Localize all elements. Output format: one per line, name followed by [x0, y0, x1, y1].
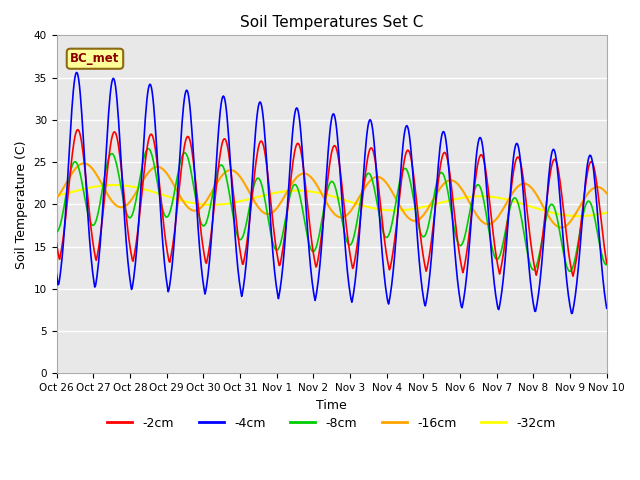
Text: BC_met: BC_met	[70, 52, 120, 65]
Y-axis label: Soil Temperature (C): Soil Temperature (C)	[15, 140, 28, 269]
Legend: -2cm, -4cm, -8cm, -16cm, -32cm: -2cm, -4cm, -8cm, -16cm, -32cm	[102, 412, 561, 435]
Title: Soil Temperatures Set C: Soil Temperatures Set C	[240, 15, 423, 30]
X-axis label: Time: Time	[316, 398, 347, 412]
